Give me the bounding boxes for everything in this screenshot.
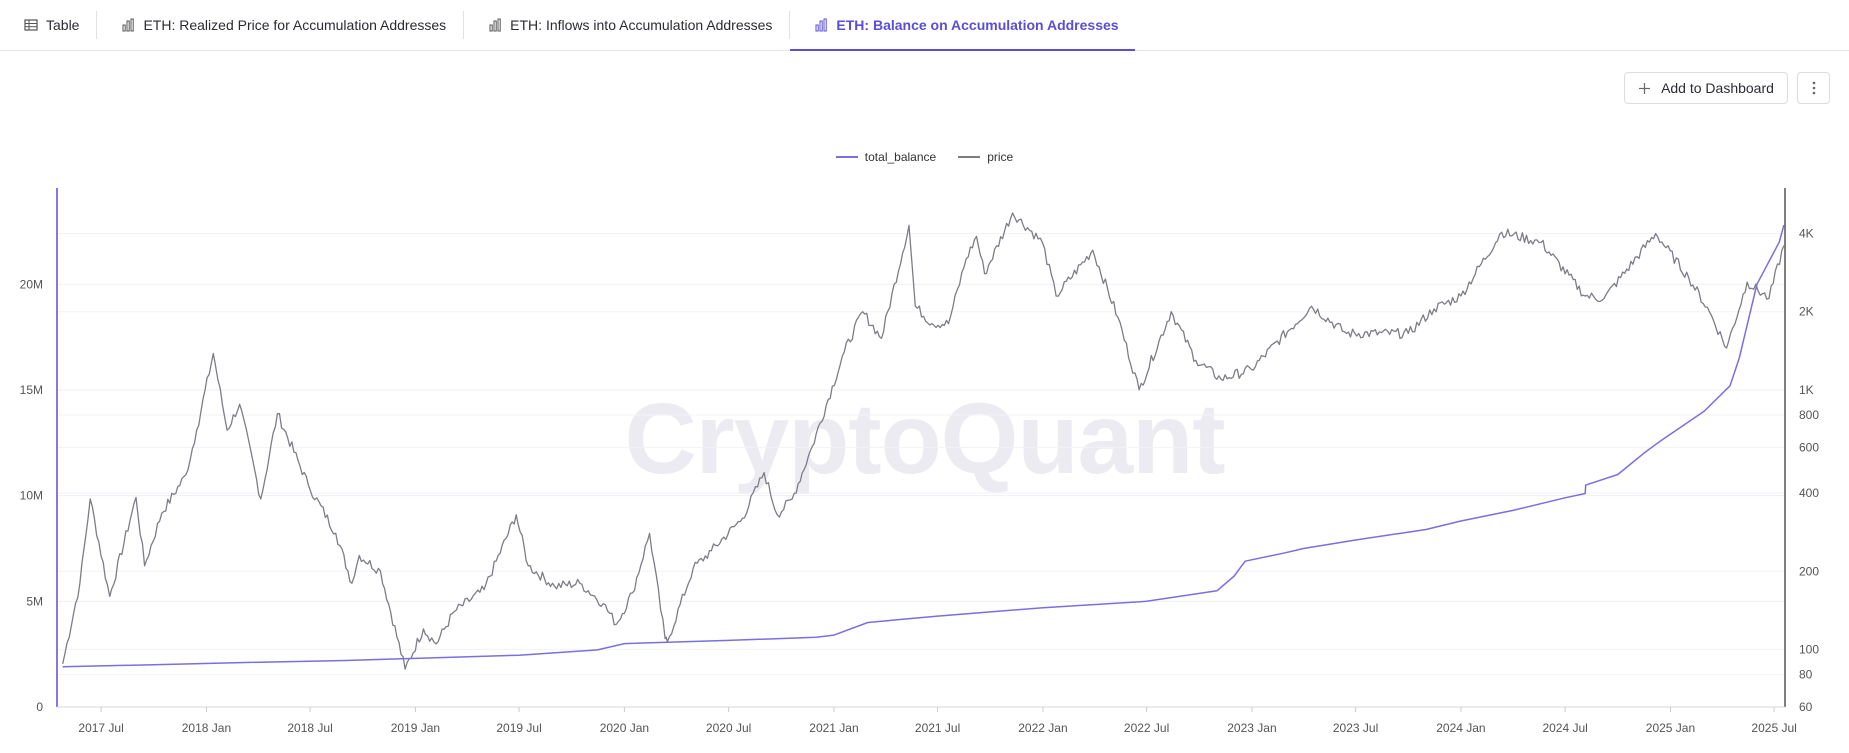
x-tick-label: 2023 Jul xyxy=(1333,721,1378,735)
y-left-tick-label: 0 xyxy=(36,700,43,714)
tab-table[interactable]: Table xyxy=(0,0,98,50)
legend-label: total_balance xyxy=(864,150,937,164)
chart: 0 5M 10M 15M 20M 60 80 100 200 400 600 800 1K 2K 4K 201… xyxy=(20,188,1819,735)
legend-item-price[interactable]: price xyxy=(958,148,1013,166)
x-tick-label: 2025 Jan xyxy=(1646,721,1695,735)
tab-label: ETH: Inflows into Accumulation Addresses xyxy=(510,17,773,33)
y-left-tick-label: 20M xyxy=(20,277,43,291)
y-left-tick-label: 10M xyxy=(20,489,43,503)
y-right-tick-label: 100 xyxy=(1799,642,1819,656)
add-to-dashboard-button[interactable]: Add to Dashboard xyxy=(1624,72,1788,104)
legend-item-total-balance[interactable]: total_balance xyxy=(835,148,937,166)
x-tick-label: 2024 Jul xyxy=(1542,721,1587,735)
tab-label: Table xyxy=(46,17,80,33)
more-vertical-icon xyxy=(1812,81,1815,95)
x-tick-label: 2023 Jan xyxy=(1227,721,1276,735)
tab-inflows[interactable]: ETH: Inflows into Accumulation Addresses xyxy=(464,0,791,50)
plus-icon xyxy=(1639,82,1651,94)
series-price-line xyxy=(62,212,1785,670)
y-right-tick-label: 1K xyxy=(1799,383,1814,397)
bar-chart-icon xyxy=(815,18,828,32)
chart-legend: total_balance price xyxy=(0,148,1849,166)
y-right-tick-label: 4K xyxy=(1799,227,1814,241)
y-left-tick-label: 5M xyxy=(26,594,43,608)
tab-label: ETH: Realized Price for Accumulation Add… xyxy=(143,17,447,33)
table-icon xyxy=(24,19,38,31)
x-tick-label: 2019 Jan xyxy=(391,721,440,735)
bar-chart-icon xyxy=(489,18,501,32)
y-right-tick-label: 800 xyxy=(1799,408,1819,422)
x-tick-label: 2017 Jul xyxy=(78,721,123,735)
series-total-balance-line xyxy=(62,224,1785,668)
y-right-tick-label: 600 xyxy=(1799,440,1819,454)
add-to-dashboard-label: Add to Dashboard xyxy=(1661,80,1774,96)
more-options-button[interactable] xyxy=(1797,72,1830,104)
tab-realized-price[interactable]: ETH: Realized Price for Accumulation Add… xyxy=(97,0,464,50)
tab-bar: Table ETH: Realized Price for Accumulati… xyxy=(0,0,1849,51)
y-right-tick-label: 200 xyxy=(1799,564,1819,578)
x-tick-label: 2022 Jul xyxy=(1124,721,1169,735)
legend-swatch xyxy=(835,156,858,158)
x-tick-label: 2022 Jan xyxy=(1018,721,1067,735)
y-right-tick-label: 2K xyxy=(1799,305,1814,319)
y-right-tick-label: 80 xyxy=(1799,668,1813,682)
x-tick-label: 2021 Jan xyxy=(809,721,858,735)
x-tick-label: 2018 Jan xyxy=(182,721,231,735)
legend-label: price xyxy=(987,150,1014,164)
x-tick-label: 2019 Jul xyxy=(496,721,541,735)
x-tick-label: 2020 Jul xyxy=(706,721,751,735)
x-tick-label: 2024 Jan xyxy=(1436,721,1485,735)
y-right-tick-label: 60 xyxy=(1799,700,1813,714)
bar-chart-icon xyxy=(122,18,135,32)
tab-label: ETH: Balance on Accumulation Addresses xyxy=(836,17,1119,33)
y-right-tick-label: 400 xyxy=(1799,486,1819,500)
legend-swatch xyxy=(958,156,981,158)
tab-balance[interactable]: ETH: Balance on Accumulation Addresses xyxy=(790,0,1135,51)
x-tick-label: 2021 Jul xyxy=(915,721,960,735)
y-left-tick-label: 15M xyxy=(20,383,43,397)
x-tick-label: 2025 Jul xyxy=(1751,721,1796,735)
x-tick-label: 2018 Jul xyxy=(287,721,332,735)
x-tick-label: 2020 Jan xyxy=(600,721,649,735)
